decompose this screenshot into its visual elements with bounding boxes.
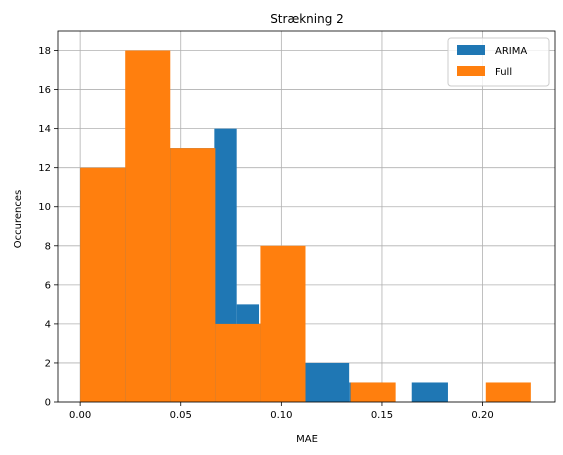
legend-label-arima: ARIMA (495, 46, 527, 57)
histogram-bars (80, 50, 531, 403)
y-tick-label: 8 (45, 241, 51, 252)
y-tick-label: 0 (45, 398, 51, 409)
y-tick-label: 10 (38, 202, 51, 213)
bar-full (125, 50, 171, 403)
x-tick-label: 0.20 (471, 410, 493, 421)
x-tick-label: 0.15 (371, 410, 393, 421)
bar-full (485, 382, 531, 402)
bar-full (80, 167, 126, 402)
y-tick-label: 18 (38, 46, 51, 57)
legend-swatch-full (457, 66, 485, 76)
bar-full (215, 323, 261, 402)
chart-title: Strækning 2 (270, 12, 344, 26)
x-tick-label: 0.10 (270, 410, 292, 421)
x-axis-ticks: 0.00 0.05 0.10 0.15 0.20 (69, 402, 494, 421)
bar-full (170, 148, 216, 402)
legend-label-full: Full (495, 67, 512, 78)
y-tick-label: 2 (45, 358, 51, 369)
legend: ARIMA Full (447, 37, 550, 87)
legend-swatch-arima (457, 45, 485, 55)
y-tick-label: 14 (38, 124, 51, 135)
x-axis-label: MAE (296, 434, 318, 445)
y-tick-label: 4 (45, 319, 51, 330)
y-axis-label: Occurences (13, 190, 24, 248)
y-tick-label: 16 (38, 85, 51, 96)
y-tick-label: 12 (38, 163, 51, 174)
bar-arima (411, 382, 448, 402)
axes-frame (57, 30, 556, 403)
x-tick-label: 0.05 (170, 410, 192, 421)
y-axis-ticks: 0 2 4 6 8 10 12 14 16 18 (38, 46, 58, 409)
bar-arima (304, 362, 350, 402)
bar-full (260, 245, 306, 402)
plot-frame (57, 30, 556, 403)
y-tick-label: 6 (45, 280, 51, 291)
x-tick-label: 0.00 (69, 410, 91, 421)
bar-full (350, 382, 396, 402)
series-full (80, 50, 531, 403)
